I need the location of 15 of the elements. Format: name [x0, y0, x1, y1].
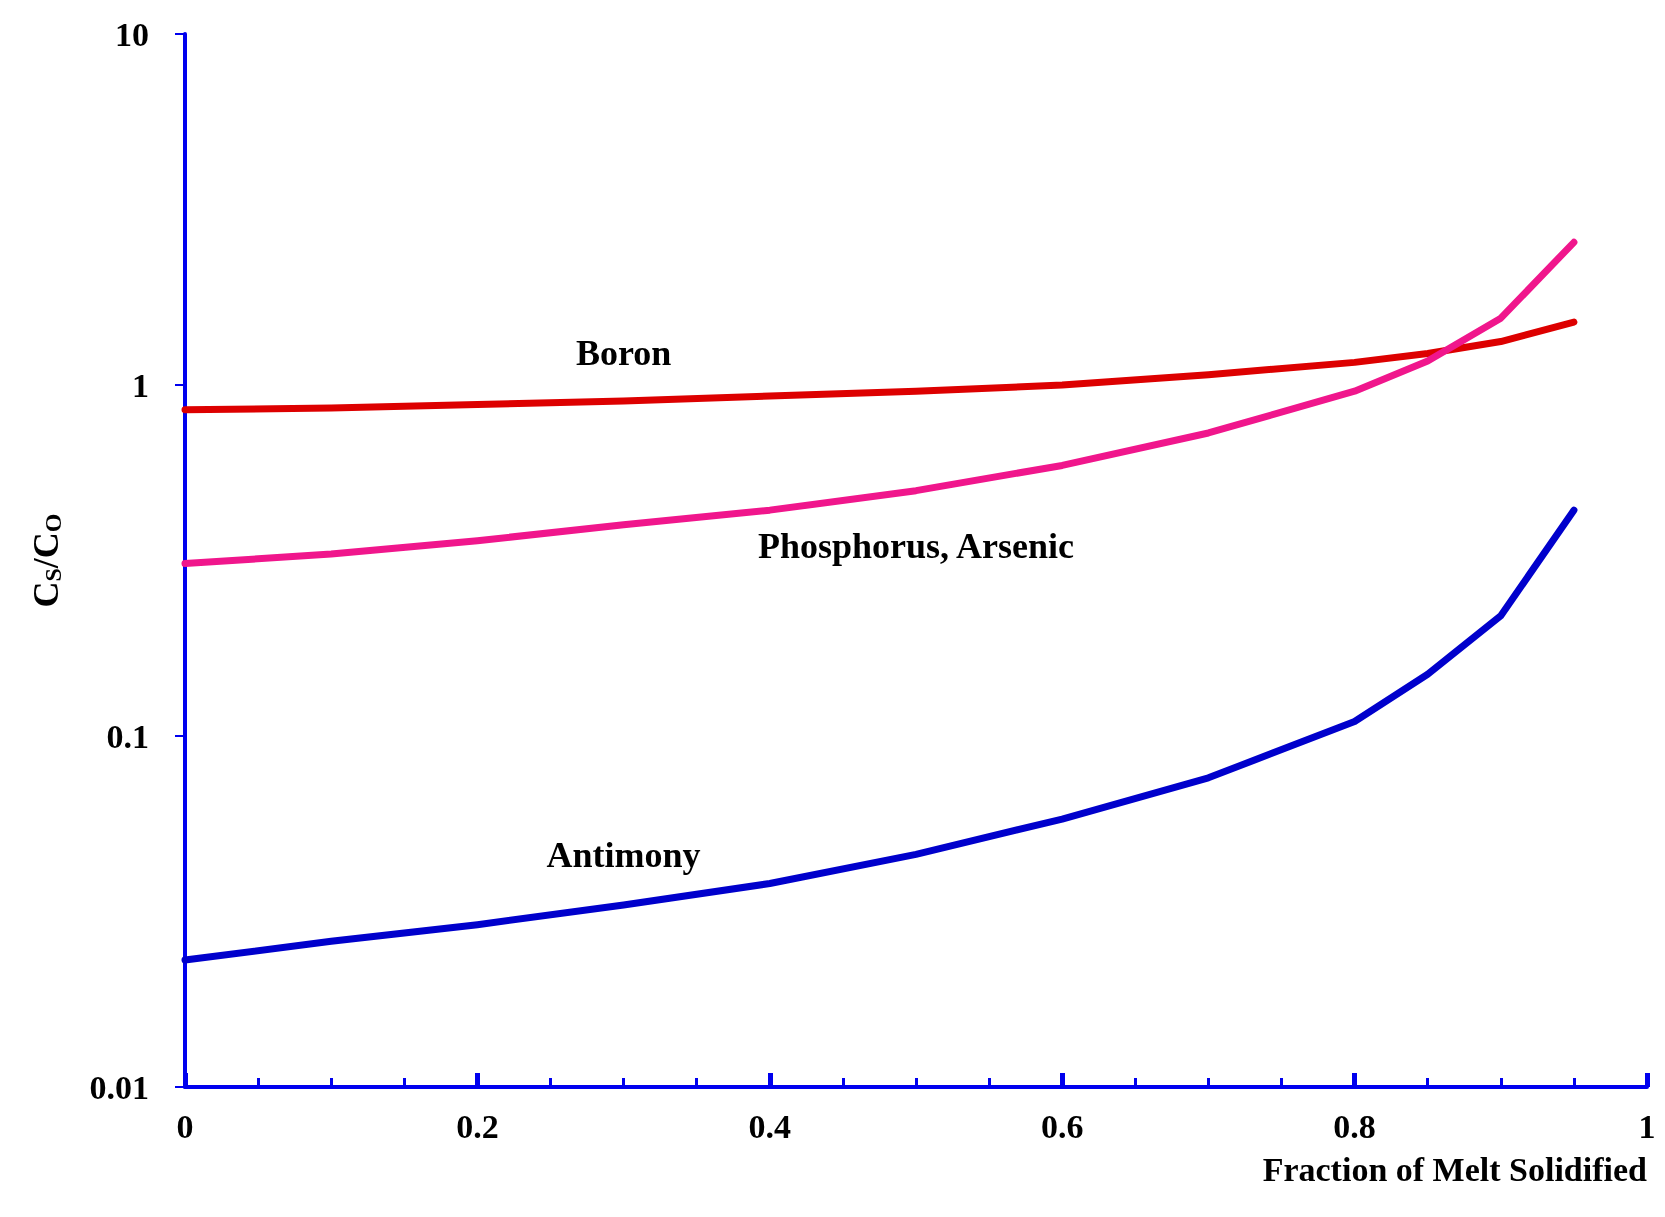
- y-tick-label: 10: [115, 15, 149, 53]
- y-tick-label: 0.1: [106, 717, 149, 755]
- series-label: Phosphorus, Arsenic: [757, 525, 1075, 566]
- x-tick-label: 0.6: [1040, 1107, 1084, 1145]
- x-tick-label: 0.2: [456, 1107, 499, 1145]
- y-axis-title: CS/CO: [26, 513, 66, 608]
- x-tick-label: 0.4: [748, 1107, 792, 1145]
- x-tick-label: 0: [176, 1107, 194, 1145]
- series-label: Boron: [575, 333, 672, 374]
- x-tick-label: 1: [1638, 1107, 1656, 1145]
- y-tick-label: 0.01: [89, 1068, 149, 1106]
- x-tick-label: 0.8: [1333, 1107, 1376, 1145]
- x-axis-title: Fraction of Melt Solidified: [1262, 1150, 1648, 1188]
- series-label: Antimony: [546, 835, 701, 875]
- y-tick-label: 1: [132, 366, 149, 404]
